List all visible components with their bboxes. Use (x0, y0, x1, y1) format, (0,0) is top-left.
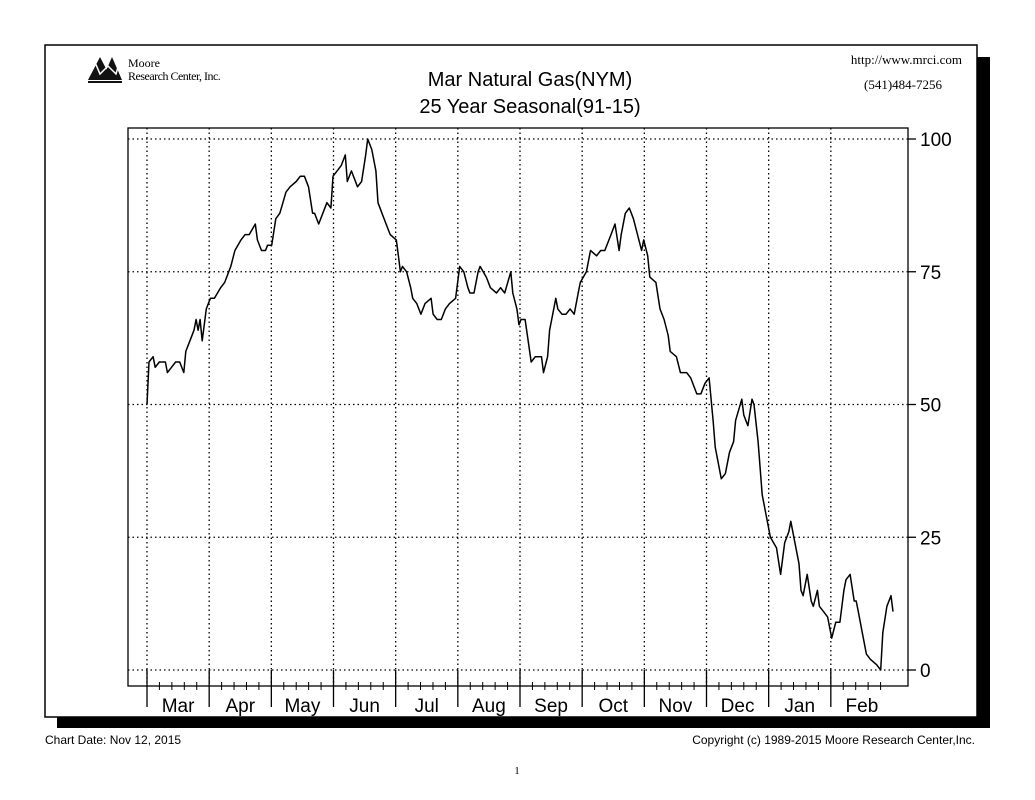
moore-logo: Moore Research Center, Inc. (88, 56, 221, 83)
series (146, 138, 894, 671)
website-url: http://www.mrci.com (851, 52, 962, 67)
y-tick-label: 50 (920, 396, 941, 417)
x-tick-label-nov: Nov (659, 696, 693, 717)
x-tick-label-oct: Oct (598, 696, 628, 717)
x-tick-label-may: May (284, 696, 320, 717)
phone-number: (541)484-7256 (864, 77, 942, 92)
x-tick-label-sep: Sep (534, 696, 568, 717)
chart-title: Mar Natural Gas(NYM) (428, 69, 632, 91)
y-tick-label: 25 (920, 528, 941, 549)
logo-line1: Moore (128, 56, 160, 70)
x-tick-label-aug: Aug (472, 696, 506, 717)
x-tick-label-jan: Jan (784, 696, 815, 717)
y-tick-label: 0 (920, 661, 931, 682)
x-tick-label-jun: Jun (349, 696, 380, 717)
x-tick-label-jul: Jul (415, 696, 439, 717)
grid (128, 128, 908, 686)
page-number: 1 (514, 765, 520, 777)
series-line (146, 138, 894, 671)
y-tick-label: 100 (920, 130, 952, 151)
x-tick-label-apr: Apr (225, 696, 255, 717)
x-tick-label-feb: Feb (846, 696, 879, 717)
x-tick-label-mar: Mar (162, 696, 195, 717)
chart-subtitle: 25 Year Seasonal(91-15) (419, 96, 640, 118)
chart-date: Chart Date: Nov 12, 2015 (45, 733, 181, 747)
chart-frame (44, 44, 978, 718)
plot-area (127, 127, 909, 687)
axes: 0 25 50 75 100 Mar Apr May Jun Jul Aug Sep Oct Nov Dec… (146, 130, 952, 717)
copyright: Copyright (c) 1989-2015 Moore Research C… (692, 733, 975, 747)
logo-line2: Research Center, Inc. (128, 69, 221, 83)
x-tick-label-dec: Dec (721, 696, 755, 717)
y-tick-label: 75 (920, 263, 941, 284)
